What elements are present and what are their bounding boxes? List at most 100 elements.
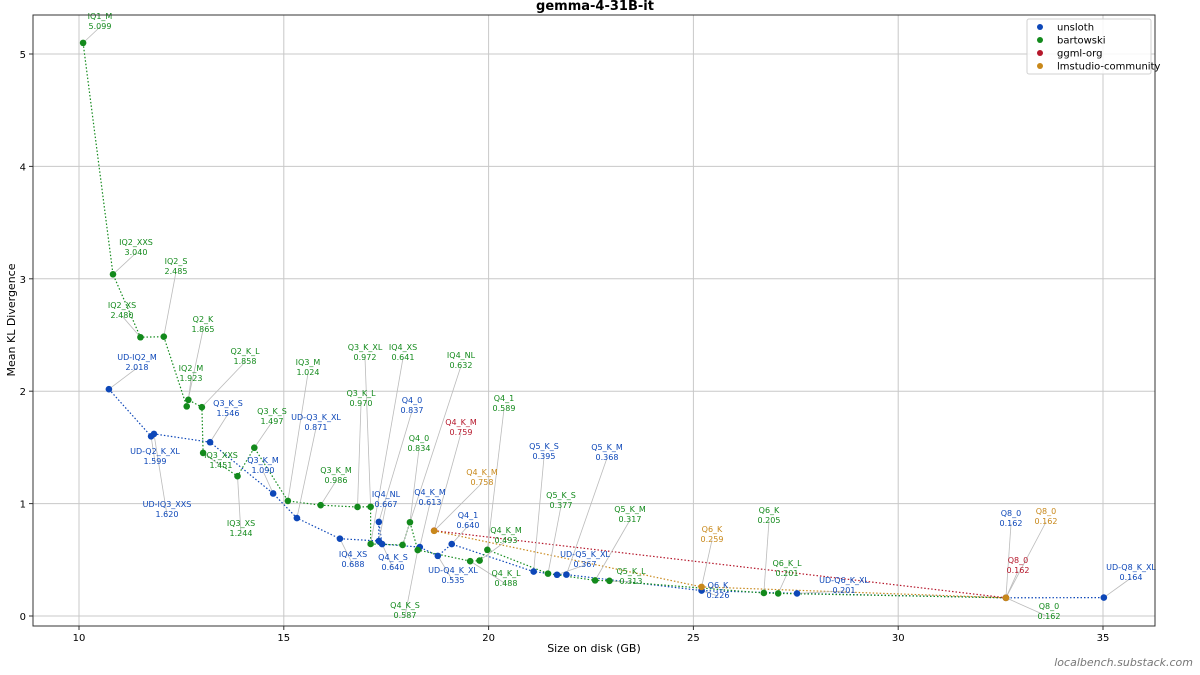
svg-text:Q8_0: Q8_0 xyxy=(1039,602,1059,611)
point-label: Q6_K0.259 xyxy=(701,525,724,544)
data-point xyxy=(698,583,705,591)
point-label: Q2_K1.865 xyxy=(192,315,215,334)
svg-text:Q8_0: Q8_0 xyxy=(1036,507,1056,516)
svg-text:0.589: 0.589 xyxy=(493,404,516,413)
point-label: Q3_K_S1.497 xyxy=(257,407,287,426)
chart-title: gemma-4-31B-it xyxy=(536,0,654,14)
data-point xyxy=(367,540,374,548)
data-point xyxy=(414,546,422,554)
data-point xyxy=(563,571,570,578)
plot-frame xyxy=(32,14,1156,627)
svg-text:0.587: 0.587 xyxy=(394,611,417,620)
point-label: Q8_00.162 xyxy=(1038,602,1061,621)
svg-text:2.485: 2.485 xyxy=(165,267,188,276)
svg-text:1.497: 1.497 xyxy=(261,417,284,426)
x-tick-label: 35 xyxy=(1097,633,1110,644)
data-point xyxy=(336,535,344,542)
legend-marker xyxy=(1037,37,1043,43)
y-tick-label: 1 xyxy=(20,500,26,511)
svg-text:UD-IQ3_XXS: UD-IQ3_XXS xyxy=(143,500,192,509)
svg-text:0.632: 0.632 xyxy=(450,361,473,370)
series-line-bartowski xyxy=(82,42,1006,599)
grid-lines xyxy=(33,15,1155,626)
x-tick-label: 20 xyxy=(482,633,495,644)
svg-text:0.226: 0.226 xyxy=(707,591,730,600)
point-label: UD-Q8_K_XL0.164 xyxy=(1106,563,1156,582)
data-point xyxy=(793,590,801,597)
point-label: Q4_10.640 xyxy=(457,511,480,530)
svg-text:UD-Q4_K_XL: UD-Q4_K_XL xyxy=(428,566,478,575)
data-point xyxy=(160,333,168,340)
y-tick-label: 4 xyxy=(20,162,26,173)
svg-text:1.546: 1.546 xyxy=(217,409,240,418)
svg-text:Q6_K: Q6_K xyxy=(708,581,729,590)
svg-text:Q4_0: Q4_0 xyxy=(409,434,429,443)
data-point xyxy=(378,540,386,548)
point-label: Q8_00.162 xyxy=(1035,507,1058,526)
data-point xyxy=(269,490,277,497)
point-label: Q4_K_S0.587 xyxy=(390,601,420,620)
point-label: Q5_K_M0.317 xyxy=(614,505,646,524)
point-label: Q2_K_L1.858 xyxy=(230,347,260,366)
svg-text:Q4_K_M: Q4_K_M xyxy=(445,418,477,427)
y-tick-label: 3 xyxy=(20,275,26,286)
svg-text:0.201: 0.201 xyxy=(833,586,856,595)
svg-text:IQ4_NL: IQ4_NL xyxy=(372,490,401,499)
svg-text:0.834: 0.834 xyxy=(408,444,431,453)
svg-text:Q3_K_L: Q3_K_L xyxy=(346,389,376,398)
point-label: Q4_K_M0.759 xyxy=(445,418,477,437)
svg-text:UD-IQ2_M: UD-IQ2_M xyxy=(117,353,157,362)
point-label: Q6_K0.205 xyxy=(758,506,781,525)
svg-text:0.205: 0.205 xyxy=(758,516,781,525)
point-label: Q3_K_XL0.972 xyxy=(348,343,383,362)
data-point xyxy=(79,39,87,47)
data-point xyxy=(760,589,768,597)
svg-text:0.377: 0.377 xyxy=(550,501,573,510)
svg-text:0.162: 0.162 xyxy=(1000,519,1023,528)
svg-text:Q4_K_M: Q4_K_M xyxy=(414,488,446,497)
point-label: Q4_00.834 xyxy=(408,434,431,453)
data-point xyxy=(109,271,117,278)
svg-text:0.162: 0.162 xyxy=(1007,566,1030,575)
point-label: Q3_K_L0.970 xyxy=(346,389,376,408)
svg-text:IQ4_XS: IQ4_XS xyxy=(389,343,417,352)
data-point xyxy=(354,503,361,511)
svg-text:1.451: 1.451 xyxy=(210,461,233,470)
data-point xyxy=(553,571,561,579)
legend-marker xyxy=(1037,50,1043,56)
data-point xyxy=(430,527,438,535)
svg-text:2.480: 2.480 xyxy=(111,311,134,320)
svg-text:Q3_K_M: Q3_K_M xyxy=(247,456,279,465)
svg-text:UD-Q2_K_XL: UD-Q2_K_XL xyxy=(130,447,180,456)
data-point xyxy=(251,444,258,452)
data-point xyxy=(530,568,537,575)
svg-text:Q4_1: Q4_1 xyxy=(458,511,478,520)
data-point xyxy=(375,518,383,526)
svg-text:5.099: 5.099 xyxy=(89,22,112,31)
data-point xyxy=(591,577,599,584)
svg-text:0.259: 0.259 xyxy=(701,535,724,544)
data-point xyxy=(198,403,206,411)
svg-text:Q4_K_S: Q4_K_S xyxy=(390,601,420,610)
point-label: IQ2_XS2.480 xyxy=(108,301,136,320)
point-label: IQ3_XS1.244 xyxy=(227,519,255,538)
svg-text:UD-Q3_K_XL: UD-Q3_K_XL xyxy=(291,413,341,422)
svg-text:Q3_K_M: Q3_K_M xyxy=(320,466,352,475)
data-point xyxy=(293,514,301,522)
svg-text:1.599: 1.599 xyxy=(144,457,167,466)
svg-text:Q5_K_S: Q5_K_S xyxy=(529,442,559,451)
svg-text:Q8_0: Q8_0 xyxy=(1001,509,1021,518)
svg-text:0.395: 0.395 xyxy=(533,452,556,461)
data-point xyxy=(137,333,144,341)
svg-text:UD-Q5_K_XL: UD-Q5_K_XL xyxy=(560,550,610,559)
data-point xyxy=(544,570,552,577)
svg-text:Q4_K_L: Q4_K_L xyxy=(491,569,521,578)
x-axis-label: Size on disk (GB) xyxy=(547,642,641,655)
point-label: UD-Q6_K_XL0.201 xyxy=(819,576,869,595)
svg-text:Q3_K_XL: Q3_K_XL xyxy=(348,343,383,352)
data-point xyxy=(105,385,113,393)
point-label: UD-IQ2_M2.018 xyxy=(117,353,157,372)
y-tick-label: 0 xyxy=(20,612,26,623)
